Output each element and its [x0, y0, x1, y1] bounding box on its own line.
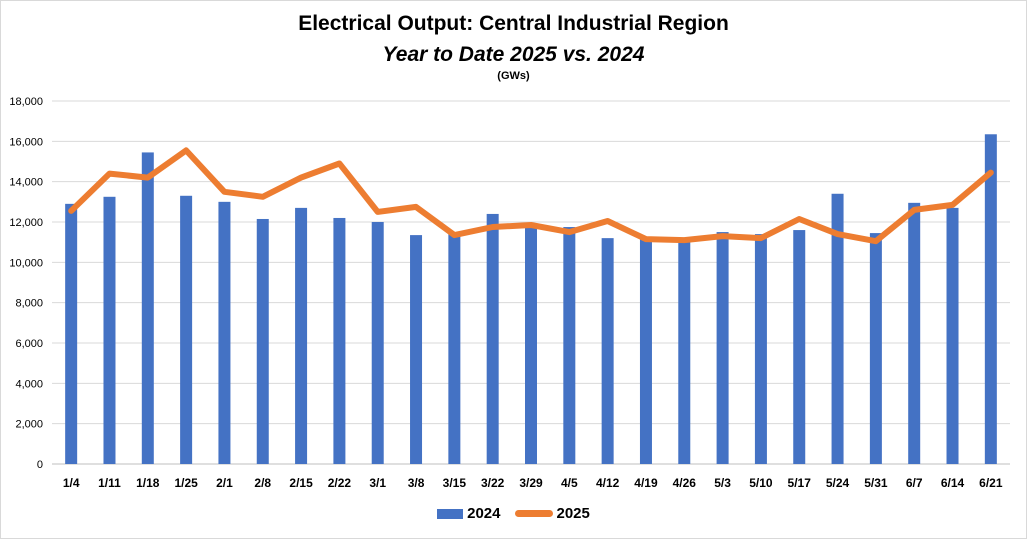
x-tick-label: 3/1 — [369, 476, 386, 490]
x-tick-label: 5/3 — [714, 476, 731, 490]
x-tick-label: 3/29 — [519, 476, 543, 490]
chart-legend: 2024 2025 — [0, 505, 1027, 522]
x-tick-label: 2/22 — [328, 476, 352, 490]
bar-2024 — [371, 222, 384, 464]
x-tick-label: 3/15 — [443, 476, 467, 490]
y-tick-label: 10,000 — [9, 257, 43, 269]
bar-2024 — [639, 238, 652, 464]
legend-label-2024: 2024 — [467, 505, 501, 522]
y-tick-label: 18,000 — [9, 96, 43, 108]
bar-2024 — [601, 238, 614, 464]
bar-2024 — [563, 227, 576, 464]
bar-2024 — [908, 202, 921, 464]
y-tick-label: 14,000 — [9, 177, 43, 189]
bar-2024 — [716, 232, 729, 464]
y-tick-label: 4,000 — [15, 378, 43, 390]
bar-2024 — [869, 233, 882, 464]
x-tick-label: 4/19 — [634, 476, 658, 490]
bar-2024 — [295, 207, 308, 464]
legend-item-2024: 2024 — [437, 505, 501, 522]
legend-swatch-2025 — [514, 510, 553, 517]
bar-2024 — [180, 195, 193, 465]
bar-2024 — [678, 240, 691, 464]
y-tick-label: 2,000 — [15, 419, 43, 431]
x-tick-label: 6/21 — [979, 476, 1003, 490]
x-tick-label: 2/15 — [289, 476, 313, 490]
y-tick-label: 8,000 — [15, 298, 43, 310]
bar-2024 — [141, 152, 154, 465]
x-tick-label: 1/18 — [136, 476, 160, 490]
bar-2024 — [333, 217, 346, 464]
y-tick-label: 6,000 — [15, 338, 43, 350]
series-line-2025 — [68, 147, 994, 245]
bar-2024 — [448, 233, 461, 464]
bar-2024 — [946, 207, 959, 464]
x-tick-label: 5/24 — [826, 476, 850, 490]
x-tick-label: 5/31 — [864, 476, 888, 490]
bar-2024 — [525, 225, 537, 464]
x-tick-label: 4/12 — [596, 476, 620, 490]
x-tick-label: 3/8 — [408, 476, 425, 490]
x-tick-label: 5/10 — [749, 476, 773, 490]
x-tick-label: 1/4 — [63, 476, 80, 490]
bar-2024 — [256, 218, 269, 464]
bar-2024 — [754, 234, 767, 464]
x-tick-label: 4/26 — [673, 476, 697, 490]
legend-swatch-2024 — [437, 508, 464, 519]
x-tick-label: 6/7 — [906, 476, 923, 490]
bar-2024 — [984, 134, 997, 464]
bar-2024 — [218, 201, 231, 465]
legend-label-2025: 2025 — [556, 505, 590, 522]
bar-2024 — [103, 196, 116, 464]
bar-2024 — [793, 230, 806, 464]
x-tick-label: 3/22 — [481, 476, 505, 490]
x-tick-label: 4/5 — [561, 476, 578, 490]
y-tick-label: 12,000 — [9, 217, 43, 229]
bar-2024 — [486, 213, 499, 464]
y-tick-label: 16,000 — [9, 136, 43, 148]
x-tick-label: 5/17 — [788, 476, 812, 490]
bar-2024 — [831, 193, 844, 464]
y-tick-label: 0 — [37, 459, 43, 471]
bar-2024 — [410, 235, 423, 464]
chart-subtitle: Year to Date 2025 vs. 2024 — [382, 43, 645, 66]
x-tick-label: 2/8 — [254, 476, 271, 490]
x-tick-label: 6/14 — [941, 476, 965, 490]
bar-2024 — [65, 203, 78, 464]
x-tick-label: 2/1 — [216, 476, 233, 490]
unit-note: (GWs) — [497, 70, 530, 82]
x-tick-label: 1/11 — [98, 476, 121, 490]
x-tick-label: 1/25 — [174, 476, 198, 490]
legend-item-2025: 2025 — [514, 505, 590, 522]
chart-title: Electrical Output: Central Industrial Re… — [298, 12, 729, 35]
